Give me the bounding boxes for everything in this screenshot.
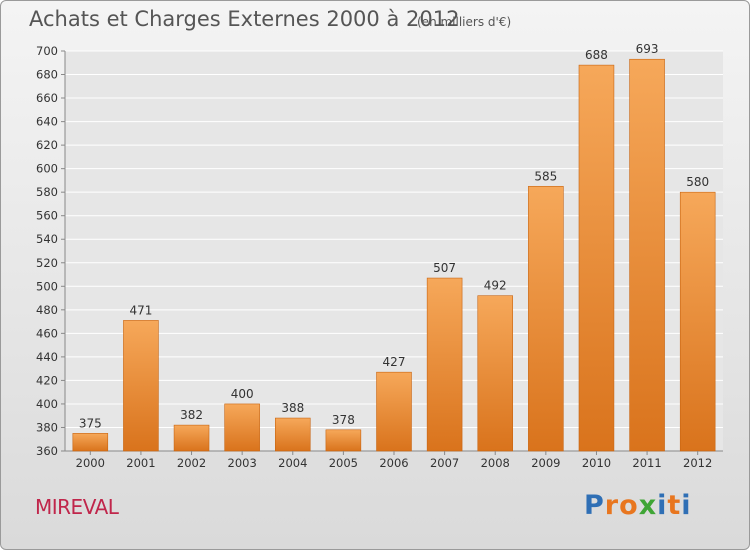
bar-2007: [426, 277, 463, 452]
data-label-2005: 378: [332, 413, 355, 427]
y-tick-label: 600: [36, 162, 58, 176]
x-tick-label-2008: 2008: [481, 456, 510, 470]
bar-2009: [528, 185, 564, 452]
y-tick-label: 620: [36, 138, 58, 152]
y-tick-label: 360: [36, 444, 58, 458]
y-tick-label: 500: [36, 279, 58, 293]
x-tick-label-2007: 2007: [430, 456, 459, 470]
x-tick-label-2005: 2005: [329, 456, 358, 470]
data-label-2000: 375: [79, 416, 102, 430]
y-tick-label: 580: [36, 185, 58, 199]
y-tick-label: 680: [36, 68, 58, 82]
x-tick-label-2006: 2006: [379, 456, 408, 470]
logo-letter: t: [667, 490, 682, 521]
logo-letter: i: [681, 490, 692, 521]
y-tick-label: 400: [36, 397, 58, 411]
x-tick-label-2001: 2001: [126, 456, 155, 470]
bar-2011: [629, 58, 665, 452]
data-label-2010: 688: [585, 48, 608, 62]
data-label-2011: 693: [636, 42, 659, 56]
y-tick-label: 420: [36, 373, 58, 387]
location-name: MIREVAL: [35, 495, 119, 519]
bar-2012: [679, 191, 716, 452]
data-label-2006: 427: [383, 355, 406, 369]
logo-letter: P: [584, 490, 605, 521]
x-tick-label-2010: 2010: [582, 456, 611, 470]
data-label-2001: 471: [129, 303, 152, 317]
bar-2003: [224, 403, 260, 452]
bar-2010: [578, 64, 615, 452]
x-tick-label-2009: 2009: [531, 456, 560, 470]
x-tick-label-2012: 2012: [683, 456, 712, 470]
y-tick-label: 520: [36, 256, 58, 270]
y-tick-label: 700: [36, 44, 58, 58]
x-tick-label-2002: 2002: [177, 456, 206, 470]
data-label-2009: 585: [534, 169, 557, 183]
y-tick-label: 560: [36, 209, 58, 223]
y-tick-label: 540: [36, 232, 58, 246]
chart-title: Achats et Charges Externes 2000 à 2012: [29, 7, 460, 31]
data-label-2007: 507: [433, 261, 456, 275]
y-tick-label: 480: [36, 303, 58, 317]
y-tick-label: 380: [36, 420, 58, 434]
x-tick-label-2000: 2000: [76, 456, 105, 470]
proxiti-logo: Proxiti: [584, 490, 692, 521]
x-tick-label-2011: 2011: [632, 456, 661, 470]
y-tick-label: 460: [36, 326, 58, 340]
logo-letter: r: [604, 490, 620, 521]
bar-2005: [325, 429, 362, 452]
data-label-2012: 580: [686, 175, 709, 189]
data-label-2004: 388: [281, 401, 304, 415]
bar-2008: [477, 295, 513, 452]
y-tick-label: 640: [36, 115, 58, 129]
data-label-2008: 492: [484, 279, 507, 293]
bar-2006: [376, 371, 412, 452]
chart-unit: (en milliers d'€): [417, 15, 512, 29]
bar-2002: [173, 424, 210, 452]
y-tick-label: 440: [36, 350, 58, 364]
bar-2000: [72, 433, 109, 452]
logo-letter: i: [657, 490, 668, 521]
y-tick-label: 660: [36, 91, 58, 105]
x-tick-label-2004: 2004: [278, 456, 307, 470]
data-label-2002: 382: [180, 408, 203, 422]
data-label-2003: 400: [231, 387, 254, 401]
logo-letter: o: [619, 490, 639, 521]
bar-2001: [123, 320, 159, 452]
x-tick-label-2003: 2003: [228, 456, 257, 470]
bar-2004: [275, 417, 311, 452]
logo-letter: x: [638, 490, 658, 521]
